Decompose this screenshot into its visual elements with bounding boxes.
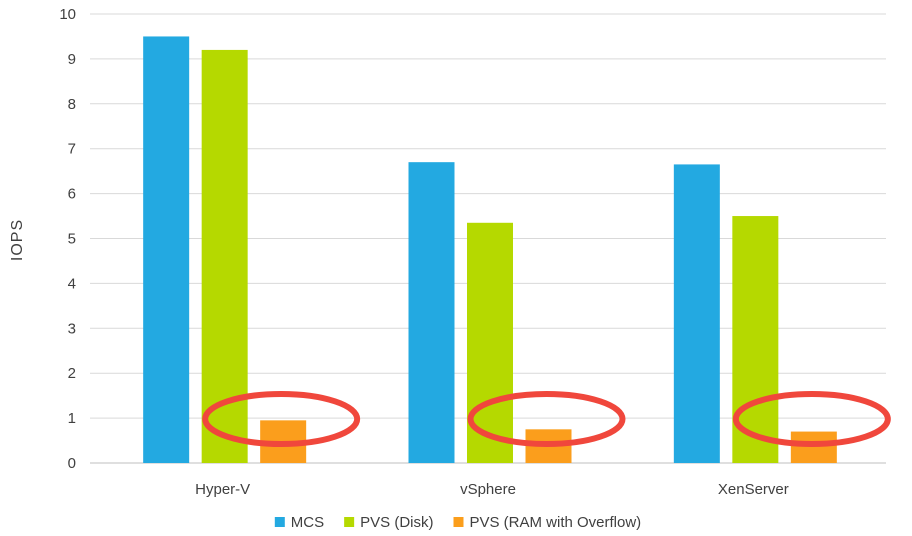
y-axis-ticks: 0 1 2 3 4 5 6 7 8 9 10 — [59, 6, 76, 472]
y-tick-label: 4 — [68, 275, 76, 292]
highlight-ellipse — [732, 391, 891, 447]
legend-swatch — [453, 517, 464, 527]
x-tick-label: vSphere — [460, 481, 516, 498]
y-tick-label: 1 — [68, 410, 76, 427]
bar-vsphere-mcs — [408, 162, 455, 464]
bar-xenserver-pvs-disk — [732, 216, 779, 463]
bar-hyper-v-pvs-disk — [201, 49, 248, 464]
legend: MCS PVS (Disk) PVS (RAM with Overflow) — [274, 514, 641, 531]
legend-label: PVS (RAM with Overflow) — [469, 514, 641, 531]
highlight-ellipse — [467, 391, 626, 447]
y-tick-label: 2 — [68, 365, 76, 382]
y-tick-label: 8 — [68, 96, 76, 113]
bar-xenserver-pvs-ram-with-overflow — [790, 431, 837, 463]
highlight-ellipse — [202, 391, 361, 447]
x-axis-ticks: Hyper-V vSphere XenServer — [195, 481, 789, 498]
legend-label: PVS (Disk) — [360, 514, 433, 531]
y-tick-label: 0 — [68, 455, 76, 472]
bars — [143, 36, 837, 464]
y-tick-label: 6 — [68, 186, 76, 203]
y-tick-label: 10 — [59, 6, 76, 23]
y-tick-label: 5 — [68, 231, 76, 248]
legend-label: MCS — [291, 514, 324, 531]
bar-xenserver-mcs — [673, 164, 720, 464]
y-axis-title: IOPS — [9, 219, 26, 261]
legend-swatch — [274, 517, 285, 527]
y-tick-label: 7 — [68, 141, 76, 158]
legend-swatch — [344, 517, 355, 527]
annotations — [202, 391, 891, 447]
x-tick-label: Hyper-V — [195, 481, 250, 498]
bar-hyper-v-mcs — [143, 36, 190, 463]
y-tick-label: 3 — [68, 320, 76, 337]
x-tick-label: XenServer — [718, 481, 789, 498]
y-tick-label: 9 — [68, 51, 76, 68]
